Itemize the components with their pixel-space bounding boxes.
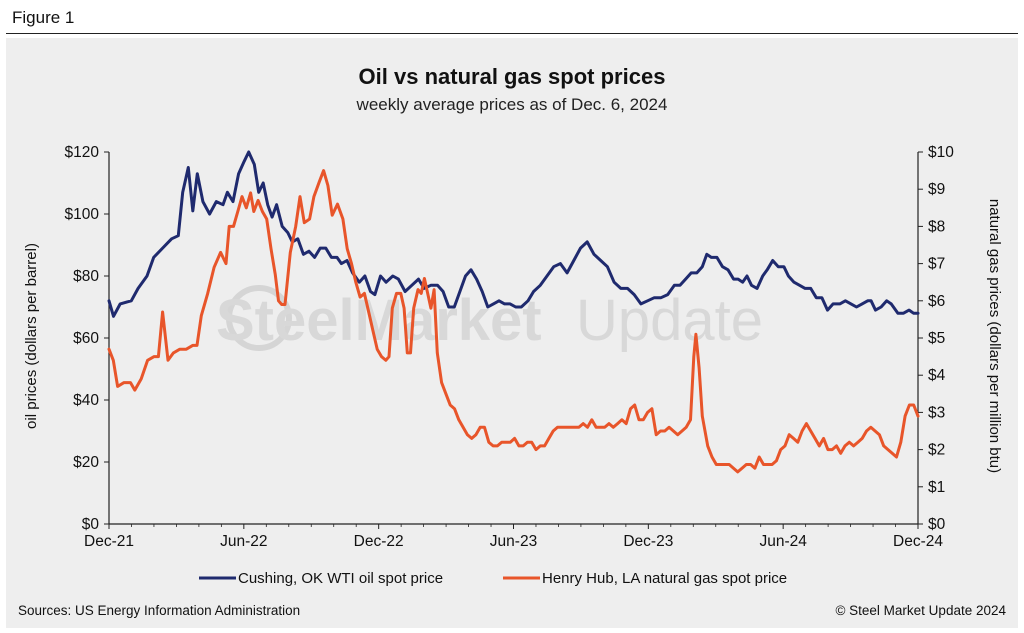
x-tick-label: Dec-21: [84, 533, 134, 550]
chart-subtitle: weekly average prices as of Dec. 6, 2024: [356, 95, 668, 114]
chart-title: Oil vs natural gas spot prices: [359, 64, 666, 89]
x-tick-label: Dec-24: [893, 533, 943, 550]
figure-label: Figure 1: [12, 8, 75, 27]
y-right-tick-label: $8: [928, 218, 945, 235]
series-line-gas: [107, 169, 920, 474]
x-tick-label: Jun-23: [490, 533, 537, 550]
legend-gas-label: Henry Hub, LA natural gas spot price: [542, 570, 787, 587]
watermark-suffix: Update: [576, 288, 763, 353]
y-left-tick-label: $120: [65, 144, 100, 161]
y-right-tick-label: $4: [928, 367, 946, 384]
y-right-tick-label: $9: [928, 181, 945, 198]
y-left-tick-label: $100: [65, 206, 100, 223]
watermark: SteelMarket Update: [216, 285, 763, 353]
axes: $0 $20 $40 $60 $80 $100 $120 $0 $1 $2 $3 $4 $5 $6 $7 $8…: [65, 144, 955, 550]
figure-rule: [6, 33, 1018, 34]
y-right-tick-label: $2: [928, 442, 945, 459]
y-right-tick-label: $10: [928, 144, 954, 161]
y-left-tick-label: $40: [73, 392, 99, 409]
copyright-note: © Steel Market Update 2024: [835, 603, 1006, 618]
legend: Cushing, OK WTI oil spot price Henry Hub…: [199, 570, 787, 587]
watermark-brand: SteelMarket: [216, 288, 542, 353]
legend-oil-label: Cushing, OK WTI oil spot price: [238, 570, 443, 587]
y-right-tick-label: $6: [928, 293, 945, 310]
series-line-oil: [107, 150, 920, 318]
x-tick-label: Dec-22: [354, 533, 404, 550]
watermark-logo-icon: [226, 285, 292, 351]
x-tick-label: Jun-22: [220, 533, 267, 550]
y-left-tick-label: $0: [82, 516, 100, 533]
y-left-tick-label: $60: [73, 330, 99, 347]
chart-panel: SteelMarket Update Oil vs natural gas sp…: [6, 38, 1018, 628]
x-tick-label: Jun-24: [759, 533, 807, 550]
chart-svg: SteelMarket Update Oil vs natural gas sp…: [18, 64, 1006, 618]
x-tick-label: Dec-23: [623, 533, 673, 550]
y-left-tick-label: $80: [73, 268, 99, 285]
source-note: Sources: US Energy Information Administr…: [18, 603, 300, 618]
y-right-axis-title: natural gas prices (dollars per million …: [986, 199, 1003, 473]
y-right-tick-label: $3: [928, 404, 945, 421]
y-right-tick-label: $1: [928, 479, 945, 496]
y-right-tick-label: $5: [928, 330, 945, 347]
y-right-tick-label: $7: [928, 256, 945, 273]
series-layer: [107, 150, 920, 474]
y-left-axis-title: oil prices (dollars per barrel): [23, 243, 40, 429]
y-left-tick-label: $20: [73, 454, 99, 471]
y-right-tick-label: $0: [928, 516, 946, 533]
